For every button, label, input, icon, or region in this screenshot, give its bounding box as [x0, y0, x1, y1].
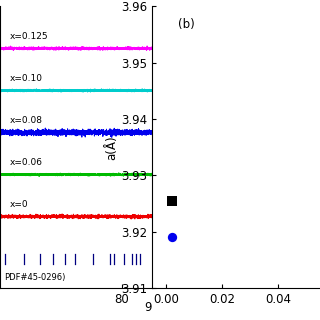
Text: x=0.08: x=0.08 — [10, 116, 43, 125]
Text: x=0.06: x=0.06 — [10, 158, 43, 167]
Text: (b): (b) — [178, 18, 194, 31]
Text: 9: 9 — [144, 301, 152, 314]
Text: PDF#45-0296): PDF#45-0296) — [4, 273, 65, 282]
Y-axis label: a(Å): a(Å) — [106, 135, 119, 159]
Text: x=0.10: x=0.10 — [10, 74, 43, 83]
Text: x=0: x=0 — [10, 200, 29, 209]
Text: x=0.125: x=0.125 — [10, 32, 49, 41]
Point — [169, 235, 174, 240]
Point — [169, 198, 174, 203]
